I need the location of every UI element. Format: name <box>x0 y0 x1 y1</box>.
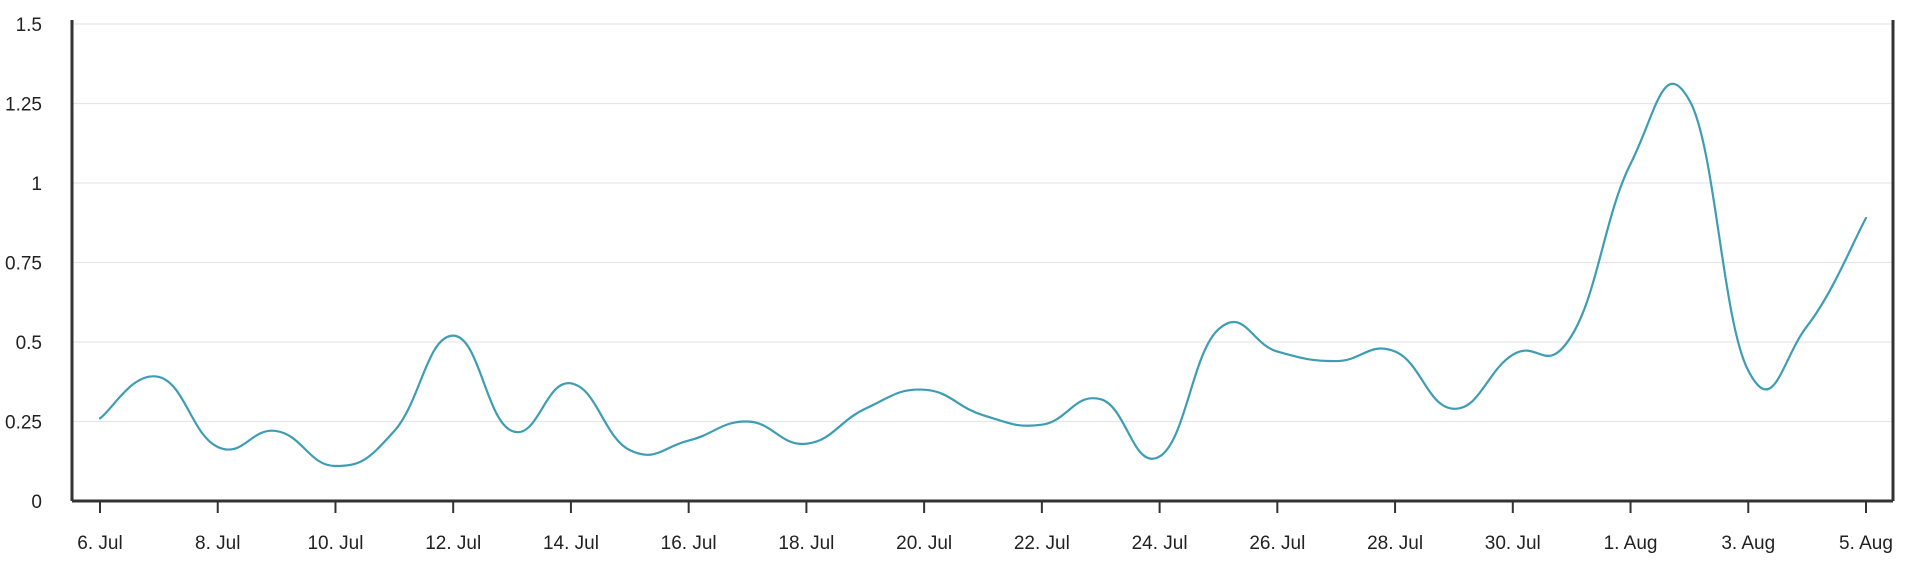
x-tick-label: 6. Jul <box>77 533 122 554</box>
x-tick-label: 16. Jul <box>661 533 717 554</box>
y-axis-tick-labels: 0 0.25 0.5 0.75 1 1.25 1.5 <box>5 15 42 513</box>
x-axis-tick-labels: 6. Jul 8. Jul 10. Jul 12. Jul 14. Jul 16. Jul… <box>77 533 1893 554</box>
x-tick-label: 28. Jul <box>1367 533 1423 554</box>
axes <box>70 20 1895 513</box>
y-tick-label: 0.75 <box>5 254 42 275</box>
x-tick-label: 18. Jul <box>778 533 834 554</box>
x-tick-label: 24. Jul <box>1132 533 1188 554</box>
y-tick-label: 0.5 <box>16 333 42 354</box>
x-tick-label: 20. Jul <box>896 533 952 554</box>
series-layer <box>98 82 1868 468</box>
x-tick-label: 1. Aug <box>1604 533 1658 554</box>
x-tick-label: 5. Aug <box>1839 533 1893 554</box>
y-tick-label: 1.25 <box>5 95 42 116</box>
x-tick-label: 14. Jul <box>543 533 599 554</box>
x-tick-label: 8. Jul <box>195 533 240 554</box>
series-line <box>98 82 1868 468</box>
x-tick-label: 30. Jul <box>1485 533 1541 554</box>
x-tick-label: 10. Jul <box>307 533 363 554</box>
y-tick-label: 1.5 <box>16 15 42 36</box>
x-tick-label: 26. Jul <box>1249 533 1305 554</box>
y-tick-label: 0.25 <box>5 413 42 434</box>
x-tick-label: 22. Jul <box>1014 533 1070 554</box>
grid-lines <box>72 23 1893 423</box>
x-tick-label: 12. Jul <box>425 533 481 554</box>
y-tick-label: 0 <box>31 492 42 513</box>
x-tick-label: 3. Aug <box>1721 533 1775 554</box>
y-tick-label: 1 <box>31 174 42 195</box>
